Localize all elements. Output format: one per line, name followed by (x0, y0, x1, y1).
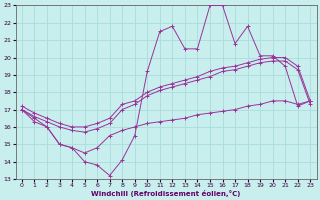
X-axis label: Windchill (Refroidissement éolien,°C): Windchill (Refroidissement éolien,°C) (92, 190, 241, 197)
